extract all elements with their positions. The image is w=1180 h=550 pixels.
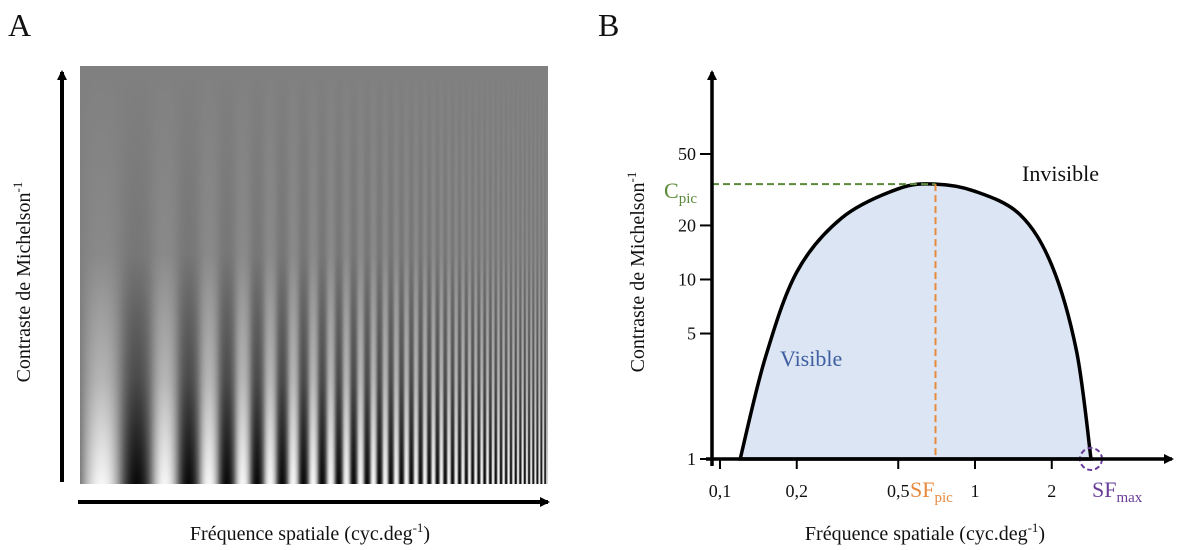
sf-pic-label-sub: pic (934, 490, 953, 506)
panel-b-ticks: 0,1 0,2 0,5 1 2 1 5 10 20 50 (678, 144, 1056, 501)
panel-b-y-axis-title: Contraste de Michelson-1 (624, 172, 649, 373)
x-tick-label: 0,1 (709, 481, 732, 501)
c-pic-label-sub: pic (679, 191, 698, 207)
contrast-sensitivity-curve (737, 182, 1093, 461)
grating-contrast-fade (80, 66, 548, 484)
y-tick-label: 1 (687, 449, 696, 469)
c-pic-label-main: C (664, 178, 679, 203)
panel-b-ylabel-main: Contraste de Michelson (627, 182, 649, 372)
x-tick-label: 0,2 (786, 481, 809, 501)
sf-max-label-main: SF (1092, 477, 1116, 502)
x-tick-label: 2 (1047, 481, 1056, 501)
panel-a-xlabel-sup: -1 (413, 520, 424, 535)
panel-a-y-axis-title: Contraste de Michelson-1 (10, 182, 35, 383)
panel-b-letter: B (598, 7, 619, 43)
visible-region-label: Visible (780, 346, 842, 371)
panel-a-letter: A (8, 7, 31, 43)
contrast-sensitivity-grating (80, 66, 549, 484)
y-tick-label: 5 (687, 324, 696, 344)
sf-max-label-sub: max (1116, 490, 1142, 506)
sf-pic-label-main: SF (910, 477, 934, 502)
panel-a-x-axis-title: Fréquence spatiale (cyc.deg-1) (190, 520, 430, 545)
panel-a-ylabel-sup: -1 (10, 182, 25, 193)
x-tick-label: 1 (971, 481, 980, 501)
panel-b-xlabel-sup: -1 (1028, 520, 1039, 535)
panel-a-xlabel-main: Fréquence spatiale (cyc.deg (190, 523, 413, 545)
c-pic-label: Cpic (664, 178, 697, 207)
panel-a: A Fréquence spatiale (cyc.deg-1) Contras… (8, 7, 550, 545)
y-tick-label: 20 (678, 215, 696, 235)
panel-b-x-axis-title: Fréquence spatiale (cyc.deg-1) (805, 520, 1045, 545)
panel-b-xlabel-end: ) (1038, 523, 1045, 545)
y-tick-label: 50 (678, 144, 696, 164)
panel-a-xlabel-end: ) (423, 523, 430, 545)
panel-a-ylabel-main: Contraste de Michelson (13, 192, 35, 382)
sf-pic-label: SFpic (910, 477, 953, 506)
panel-b-ylabel-sup: -1 (624, 172, 639, 183)
sf-max-label: SFmax (1092, 477, 1143, 506)
panel-b-xlabel-main: Fréquence spatiale (cyc.deg (805, 523, 1028, 545)
y-tick-label: 10 (678, 269, 696, 289)
x-tick-label: 0,5 (887, 481, 910, 501)
invisible-region-label: Invisible (1022, 161, 1099, 186)
